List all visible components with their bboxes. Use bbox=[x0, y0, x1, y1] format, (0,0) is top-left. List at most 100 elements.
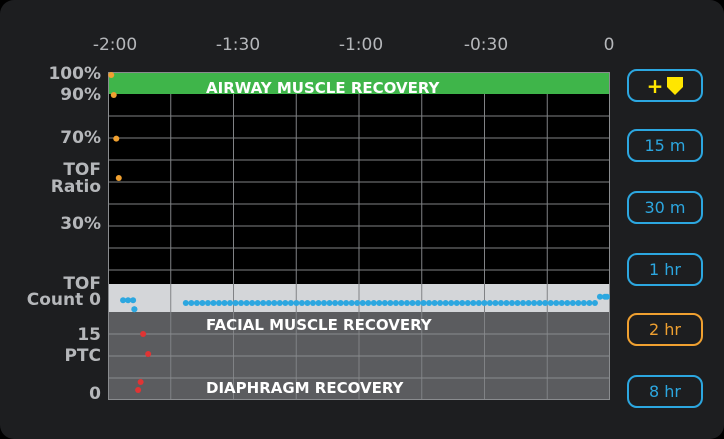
y-label-count-0: Count 0 bbox=[26, 290, 101, 310]
tof-count-point bbox=[260, 300, 267, 306]
tof-count-point bbox=[125, 297, 132, 304]
tof-count-point bbox=[227, 300, 234, 306]
tof-count-point bbox=[120, 297, 127, 304]
tof-count-point bbox=[365, 300, 372, 306]
tof-count-point bbox=[398, 300, 405, 306]
y-label-30: 30% bbox=[60, 214, 101, 234]
tof-count-point bbox=[215, 300, 222, 306]
tof-count-point bbox=[514, 300, 521, 306]
range-button-30m[interactable]: 30 m bbox=[627, 191, 703, 224]
tof-count-point bbox=[403, 300, 410, 306]
tof-count-point bbox=[553, 300, 560, 306]
tof-count-point bbox=[210, 300, 217, 306]
tof-count-point bbox=[387, 300, 394, 306]
trend-chart-svg bbox=[108, 72, 610, 400]
tof-count-point bbox=[232, 300, 239, 306]
tof-count-point bbox=[254, 300, 261, 306]
tof-count-point bbox=[392, 300, 399, 306]
time-tick-label: -1:00 bbox=[338, 35, 384, 55]
plot-border bbox=[108, 72, 610, 400]
tof-count-point bbox=[569, 300, 576, 306]
range-button-2hr[interactable]: 2 hr bbox=[627, 313, 703, 346]
tof-count-point bbox=[464, 300, 471, 306]
facial-band-label: FACIAL MUSCLE RECOVERY bbox=[206, 316, 432, 334]
grid-lines bbox=[108, 94, 610, 400]
ptc-point bbox=[145, 351, 152, 357]
range-button-8hr[interactable]: 8 hr bbox=[627, 375, 703, 408]
range-button-1hr[interactable]: 1 hr bbox=[627, 253, 703, 286]
ptc-point bbox=[135, 387, 142, 393]
y-label-ratio: Ratio bbox=[50, 177, 101, 197]
trend-chart: AIRWAY MUSCLE RECOVERY FACIAL MUSCLE REC… bbox=[108, 72, 610, 400]
diaphragm-band-label: DIAPHRAGM RECOVERY bbox=[206, 379, 404, 397]
range-button-15m[interactable]: 15 m bbox=[627, 129, 703, 162]
time-tick-label: -2:00 bbox=[92, 35, 138, 55]
tof-count-point bbox=[309, 300, 316, 306]
y-label-100: 100% bbox=[48, 64, 101, 84]
tof-count-point bbox=[580, 300, 587, 306]
tof-count-point bbox=[337, 300, 344, 306]
tof-ratio-point bbox=[108, 72, 115, 78]
y-label-tof-count: TOF bbox=[63, 274, 101, 294]
tof-count-point bbox=[221, 300, 228, 306]
tof-count-point bbox=[293, 300, 300, 306]
y-label-90: 90% bbox=[60, 85, 101, 105]
tof-count-point bbox=[497, 300, 504, 306]
tof-count-point bbox=[558, 300, 565, 306]
y-label-ptc: PTC bbox=[64, 346, 101, 366]
tof-count-point bbox=[442, 300, 449, 306]
tof-count-point bbox=[459, 300, 466, 306]
tof-count-point bbox=[531, 300, 538, 306]
tof-count-point bbox=[547, 300, 554, 306]
time-tick-label: -1:30 bbox=[215, 35, 261, 55]
tof-count-point bbox=[381, 300, 388, 306]
tof-count-point bbox=[298, 300, 305, 306]
shield-down-icon bbox=[667, 76, 684, 95]
tof-count-point bbox=[354, 300, 361, 306]
tof-count-point bbox=[376, 300, 383, 306]
tof-count-point bbox=[604, 293, 610, 300]
time-tick-label: -0:30 bbox=[463, 35, 509, 55]
tof-count-point bbox=[486, 300, 493, 306]
add-marker-button[interactable]: + bbox=[627, 69, 703, 102]
ptc-point bbox=[137, 379, 144, 385]
tof-count-point bbox=[596, 293, 603, 300]
tof-ratio-point bbox=[115, 174, 122, 181]
time-tick-label: 0 bbox=[603, 35, 615, 55]
tof-count-point bbox=[199, 300, 206, 306]
tof-count-point bbox=[591, 300, 598, 306]
tof-count-point bbox=[520, 300, 527, 306]
tof-count-point bbox=[475, 300, 482, 306]
tof-count-point bbox=[332, 300, 339, 306]
tof-count-point bbox=[415, 300, 422, 306]
airway-recovery-band bbox=[108, 72, 610, 94]
tof-count-point bbox=[315, 300, 322, 306]
tof-count-point bbox=[359, 300, 366, 306]
tof-count-point bbox=[282, 300, 289, 306]
tof-count-point bbox=[276, 300, 283, 306]
y-label-15: 15 bbox=[77, 325, 101, 345]
tof-count-point bbox=[265, 300, 272, 306]
tof-count-point bbox=[370, 300, 377, 306]
tof-count-point bbox=[238, 300, 245, 306]
plus-icon: + bbox=[646, 73, 664, 98]
tof-count-point bbox=[492, 300, 499, 306]
tof-count-point bbox=[409, 300, 416, 306]
tof-count-point bbox=[348, 300, 355, 306]
tof-count-point bbox=[131, 306, 138, 313]
tof-count-point bbox=[426, 300, 433, 306]
tof-count-point bbox=[564, 300, 571, 306]
tof-count-point bbox=[243, 300, 250, 306]
tof-count-point bbox=[525, 300, 532, 306]
tof-count-point bbox=[503, 300, 510, 306]
tof-count-point bbox=[287, 300, 294, 306]
tof-count-point bbox=[448, 300, 455, 306]
tof-count-point bbox=[188, 300, 195, 306]
tof-count-point bbox=[193, 300, 200, 306]
tof-count-point bbox=[536, 300, 543, 306]
tof-count-point bbox=[304, 300, 311, 306]
ptc-point bbox=[140, 331, 147, 337]
airway-band-label: AIRWAY MUSCLE RECOVERY bbox=[206, 79, 440, 97]
tof-count-point bbox=[437, 300, 444, 306]
tof-count-point bbox=[249, 300, 256, 306]
